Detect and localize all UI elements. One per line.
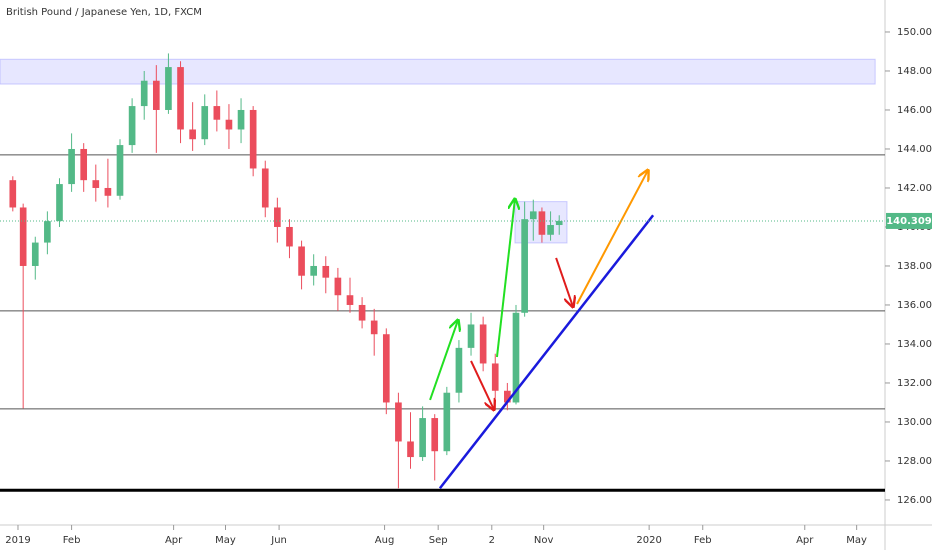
candle-body <box>334 277 342 296</box>
x-tick-label: 2020 <box>636 535 661 546</box>
x-tick-label: May <box>215 535 236 546</box>
candle-body <box>479 324 487 364</box>
arrow <box>495 199 515 358</box>
y-tick-label: 142.000 <box>897 183 932 194</box>
price-label: 140.309 <box>886 216 932 227</box>
x-tick-label: 2 <box>489 535 495 546</box>
candle-body <box>274 207 281 227</box>
candle-body <box>189 129 196 140</box>
candle-body <box>298 246 305 276</box>
trendline <box>438 214 655 490</box>
candle-body <box>177 67 184 130</box>
candle-body <box>201 106 209 140</box>
candle-body <box>521 219 528 313</box>
y-tick-label: 144.000 <box>897 144 932 155</box>
candle-body <box>407 441 414 458</box>
candle-body <box>9 180 17 208</box>
x-tick-label: Feb <box>694 535 712 546</box>
candle-body <box>140 80 148 107</box>
x-tick-label: 2019 <box>5 535 30 546</box>
candle-body <box>104 187 112 196</box>
candle-body <box>346 295 354 305</box>
candle-body <box>237 109 245 130</box>
candle-body <box>310 265 318 276</box>
y-tick-label: 128.000 <box>897 456 932 467</box>
candle-body <box>538 211 546 235</box>
x-tick-label: Feb <box>63 535 81 546</box>
y-tick-label: 126.000 <box>897 495 932 506</box>
candle-body <box>419 418 426 458</box>
candle-body <box>431 418 439 452</box>
candle-body <box>322 265 330 278</box>
zone <box>0 58 876 85</box>
candle-body <box>19 207 27 266</box>
candle-body <box>31 242 39 266</box>
y-tick-label: 136.000 <box>897 300 932 311</box>
x-tick-label: May <box>846 535 867 546</box>
candle-body <box>152 80 160 110</box>
arrow <box>576 170 648 305</box>
candle-body <box>261 168 269 208</box>
arrow <box>555 257 573 307</box>
price-label-box <box>886 212 932 229</box>
x-tick-label: Apr <box>796 535 814 546</box>
candle-body <box>56 184 63 222</box>
candle-body <box>491 363 499 391</box>
candle-body <box>80 148 88 181</box>
candle-body <box>44 221 51 243</box>
candle-body <box>68 148 75 185</box>
x-tick-label: Aug <box>375 535 395 546</box>
candle-body <box>443 392 451 452</box>
candle-body <box>467 324 475 348</box>
y-tick-label: 138.000 <box>897 261 932 272</box>
y-tick-label: 132.000 <box>897 378 932 389</box>
candle-body <box>116 145 124 196</box>
y-tick-label: 148.000 <box>897 66 932 77</box>
candle-body <box>249 109 257 169</box>
candle-body <box>165 67 172 110</box>
x-tick-label: Jun <box>270 535 287 546</box>
arrow <box>470 360 494 410</box>
candle-body <box>529 211 537 220</box>
chart-title: British Pound / Japanese Yen, 1D, FXCM <box>6 7 202 18</box>
candle-body <box>395 402 402 442</box>
y-tick-label: 150.000 <box>897 27 932 38</box>
candle-body <box>455 347 463 393</box>
x-tick-label: Apr <box>165 535 183 546</box>
y-tick-label: 130.000 <box>897 417 932 428</box>
x-tick-label: Sep <box>429 535 448 546</box>
candle-body <box>225 119 233 130</box>
y-tick-label: 134.000 <box>897 339 932 350</box>
candle-body <box>128 106 136 146</box>
candle-body <box>92 180 100 188</box>
candle-body <box>547 225 554 235</box>
x-tick-label: Nov <box>534 535 554 546</box>
candle-body <box>286 226 293 247</box>
candle-body <box>504 390 511 403</box>
candle-body <box>382 334 390 403</box>
y-tick-label: 146.000 <box>897 105 932 116</box>
candle-body <box>370 320 378 335</box>
candle-body <box>512 312 520 403</box>
candle-body <box>358 304 366 321</box>
arrow <box>429 320 458 401</box>
candle-body <box>213 106 221 120</box>
candle-body <box>555 220 563 226</box>
